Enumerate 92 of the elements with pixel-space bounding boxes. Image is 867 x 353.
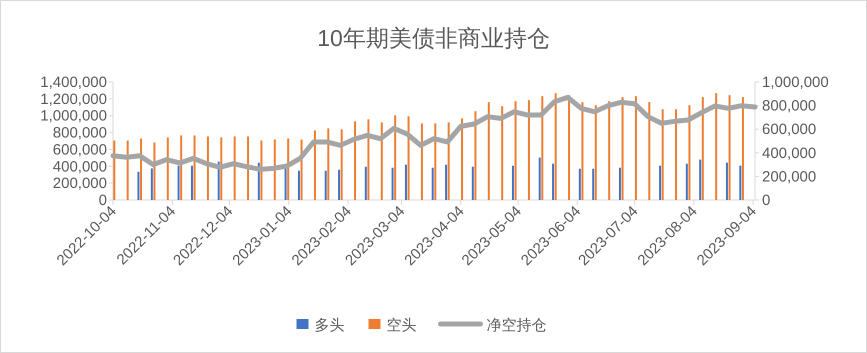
bar bbox=[538, 158, 541, 200]
bar bbox=[634, 96, 637, 200]
bar bbox=[178, 166, 180, 200]
y2-tick-label: 200,000 bbox=[762, 168, 816, 186]
bar bbox=[581, 102, 584, 200]
bar bbox=[594, 105, 597, 200]
bar bbox=[287, 138, 290, 200]
bar bbox=[190, 166, 193, 200]
bar bbox=[578, 168, 581, 200]
bar bbox=[354, 121, 356, 200]
y2-tick-label: 800,000 bbox=[762, 98, 816, 115]
bar bbox=[445, 164, 448, 200]
bar bbox=[448, 122, 450, 200]
legend-多头: 多头 bbox=[296, 317, 344, 334]
bar bbox=[675, 109, 678, 200]
bar bbox=[380, 122, 383, 200]
legend-label: 净空持仓 bbox=[486, 317, 546, 334]
bar bbox=[113, 140, 116, 200]
bar bbox=[739, 166, 742, 200]
legend-label: 空头 bbox=[386, 317, 416, 334]
legend-空头: 空头 bbox=[368, 317, 416, 334]
bar bbox=[194, 135, 196, 200]
bar bbox=[622, 97, 624, 200]
y2-tick-label: 1,000,000 bbox=[762, 74, 829, 91]
bar bbox=[408, 116, 410, 200]
bar bbox=[474, 111, 476, 200]
y-tick-label: 400,000 bbox=[52, 158, 107, 176]
bar bbox=[554, 93, 557, 200]
bar bbox=[324, 170, 327, 200]
bar bbox=[726, 162, 728, 200]
bar bbox=[220, 137, 222, 200]
bar bbox=[552, 164, 554, 200]
y2-tick-label: 0 bbox=[762, 192, 770, 209]
bar bbox=[298, 170, 300, 200]
bar bbox=[284, 168, 287, 200]
bar bbox=[514, 101, 517, 200]
bar bbox=[394, 115, 396, 200]
bar bbox=[153, 142, 156, 200]
y2-tick-label: 400,000 bbox=[762, 144, 816, 162]
y-tick-label: 600,000 bbox=[52, 141, 107, 158]
bar bbox=[338, 170, 340, 200]
bar bbox=[432, 168, 434, 200]
bar bbox=[715, 93, 718, 200]
y-tick-label: 1,000,000 bbox=[40, 108, 107, 125]
bar bbox=[512, 166, 514, 200]
y-tick-label: 0 bbox=[98, 192, 107, 209]
bar bbox=[592, 168, 594, 200]
bar bbox=[434, 123, 436, 200]
bar bbox=[367, 119, 370, 200]
bar bbox=[568, 95, 570, 200]
bar bbox=[247, 136, 250, 200]
bar bbox=[314, 130, 316, 200]
bar bbox=[488, 102, 490, 200]
y2-tick-label: 600,000 bbox=[762, 121, 816, 138]
legend-净空持仓: 净空持仓 bbox=[438, 317, 546, 334]
y-tick-label: 1,400,000 bbox=[40, 74, 107, 91]
bar bbox=[340, 129, 343, 200]
bar bbox=[327, 128, 330, 200]
bar bbox=[686, 164, 688, 200]
bar bbox=[206, 136, 209, 200]
bar bbox=[608, 101, 610, 200]
bar bbox=[364, 166, 367, 200]
chart-title: 10年期美债非商业持仓 bbox=[317, 25, 550, 51]
bar bbox=[392, 168, 394, 200]
bar bbox=[404, 164, 407, 200]
bar bbox=[461, 118, 464, 200]
bar bbox=[137, 172, 140, 200]
bar bbox=[728, 95, 731, 200]
bar bbox=[420, 123, 423, 200]
bar bbox=[618, 168, 621, 200]
bar bbox=[528, 100, 530, 200]
y-tick-label: 200,000 bbox=[52, 175, 107, 192]
y-tick-label: 800,000 bbox=[52, 124, 107, 142]
bar bbox=[742, 97, 744, 200]
bar bbox=[150, 168, 153, 200]
bar bbox=[166, 137, 169, 200]
bar bbox=[648, 102, 650, 200]
bar bbox=[140, 138, 142, 200]
bar bbox=[234, 136, 236, 200]
bar bbox=[274, 139, 276, 200]
bar bbox=[180, 135, 182, 200]
bar bbox=[688, 105, 690, 200]
bar bbox=[260, 140, 262, 200]
bar bbox=[662, 109, 664, 200]
bar bbox=[501, 106, 504, 200]
y-tick-label: 1,200,000 bbox=[40, 90, 107, 108]
bar bbox=[699, 160, 702, 200]
bar bbox=[659, 166, 662, 200]
bar bbox=[472, 166, 474, 200]
bar bbox=[702, 97, 704, 200]
bar bbox=[541, 96, 544, 200]
legend-label: 多头 bbox=[314, 317, 344, 334]
